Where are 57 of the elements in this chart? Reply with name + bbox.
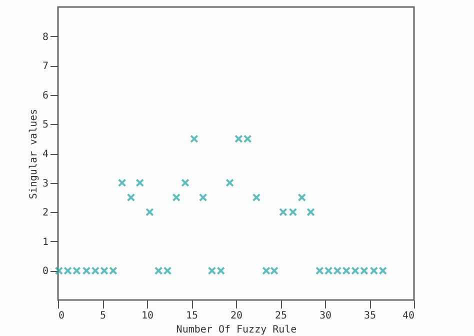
point bbox=[72, 266, 81, 275]
y-tick-label: 2 bbox=[42, 208, 48, 219]
point bbox=[378, 266, 388, 275]
point bbox=[298, 193, 306, 202]
point bbox=[243, 134, 252, 144]
point bbox=[91, 266, 100, 275]
x-tick-label: 15 bbox=[186, 310, 198, 322]
point bbox=[109, 266, 118, 275]
x-tick-label: 0 bbox=[58, 310, 65, 322]
point bbox=[226, 178, 234, 187]
point bbox=[163, 266, 172, 275]
y-tick-label: 8 bbox=[42, 32, 48, 43]
point bbox=[324, 266, 333, 275]
point bbox=[208, 266, 216, 275]
point bbox=[316, 266, 324, 275]
point bbox=[118, 178, 126, 187]
point bbox=[234, 134, 243, 144]
point bbox=[252, 193, 261, 202]
point bbox=[279, 208, 288, 216]
point bbox=[190, 134, 198, 144]
point bbox=[154, 266, 163, 275]
point bbox=[370, 266, 378, 275]
point bbox=[288, 208, 298, 216]
y-tick-label: 7 bbox=[42, 61, 48, 72]
x-axis-title: Number Of Fuzzy Rule bbox=[176, 324, 297, 336]
x-tick-label: 5 bbox=[100, 310, 106, 322]
y-tick-label: 3 bbox=[42, 178, 48, 190]
x-tick-label: 10 bbox=[141, 310, 154, 322]
point bbox=[262, 266, 270, 275]
point bbox=[82, 266, 91, 275]
x-tick-label: 20 bbox=[230, 310, 243, 322]
y-tick-label: 4 bbox=[42, 149, 48, 160]
point bbox=[198, 193, 208, 202]
point bbox=[333, 266, 342, 275]
point bbox=[64, 266, 72, 275]
point bbox=[351, 266, 360, 275]
point bbox=[216, 266, 226, 275]
y-tick-label: 0 bbox=[42, 266, 48, 278]
y-tick-label: 5 bbox=[42, 120, 48, 131]
x-tick-label: 40 bbox=[402, 310, 414, 322]
point bbox=[360, 266, 368, 275]
x-tick-label: 35 bbox=[364, 310, 376, 322]
y-axis-title: Singular values bbox=[28, 108, 40, 200]
point bbox=[54, 266, 64, 275]
x-tick-label: 30 bbox=[319, 310, 332, 322]
y-tick-label: 6 bbox=[42, 90, 48, 102]
x-tick-label: 25 bbox=[274, 310, 288, 322]
point bbox=[172, 193, 181, 202]
point bbox=[181, 178, 190, 187]
point bbox=[270, 266, 278, 275]
point bbox=[146, 208, 154, 216]
point bbox=[100, 266, 108, 275]
point bbox=[342, 266, 351, 275]
point bbox=[136, 178, 144, 187]
point bbox=[126, 193, 136, 202]
y-tick-label: 1 bbox=[42, 236, 48, 248]
point bbox=[306, 208, 315, 216]
